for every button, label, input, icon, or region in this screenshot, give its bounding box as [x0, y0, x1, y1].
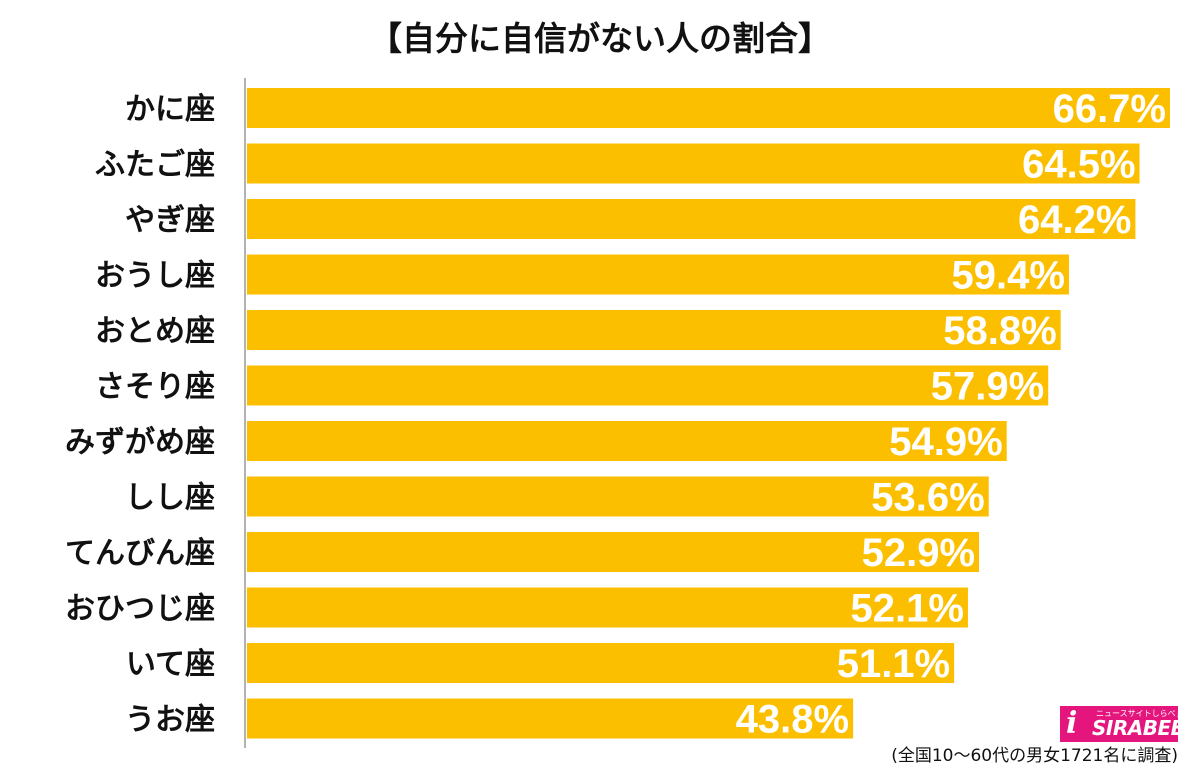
category-label-1: かに座	[125, 92, 215, 127]
logo-i-mark: i	[1066, 706, 1078, 741]
category-label-10: おひつじ座	[65, 592, 215, 627]
value-label-5: 58.8%	[943, 309, 1056, 353]
bar-10	[247, 587, 968, 628]
category-label-8: しし座	[125, 481, 215, 516]
category-label-5: おとめ座	[95, 314, 215, 349]
bar-8	[247, 476, 989, 517]
category-label-6: さそり座	[95, 370, 215, 405]
value-label-1: 66.7%	[1053, 87, 1166, 131]
value-label-4: 59.4%	[952, 254, 1065, 298]
bar-2	[247, 143, 1140, 184]
logo-wordmark: SIRABEE	[1092, 716, 1178, 740]
category-label-11: いて座	[126, 647, 215, 682]
bar-6	[247, 365, 1049, 406]
logo-subtitle: ニュースサイトしらべぇ	[1096, 709, 1178, 718]
bar-11	[247, 643, 955, 683]
value-label-6: 57.9%	[931, 365, 1044, 409]
survey-footnote: (全国10～60代の男女1721名に調査)	[891, 746, 1178, 766]
value-label-10: 52.1%	[851, 587, 964, 631]
value-label-7: 54.9%	[889, 420, 1002, 464]
bar-1	[247, 88, 1170, 128]
category-label-3: やぎ座	[125, 203, 215, 238]
category-label-7: みずがめ座	[65, 425, 215, 460]
value-label-12: 43.8%	[736, 698, 849, 742]
value-label-9: 52.9%	[862, 531, 975, 575]
category-label-12: うお座	[125, 703, 215, 738]
value-label-11: 51.1%	[837, 642, 950, 686]
bar-9	[247, 532, 980, 572]
sirabee-logo: i ニュースサイトしらべぇ SIRABEE	[1060, 706, 1178, 742]
value-label-8: 53.6%	[871, 476, 984, 520]
category-label-4: おうし座	[95, 259, 215, 294]
value-label-3: 64.2%	[1018, 198, 1131, 242]
category-label-9: てんびん座	[65, 536, 215, 571]
bar-12	[247, 698, 854, 739]
bars-group: かに座 66.7% ふたご座 64.5% やぎ座 64.2% おうし座 59.4% おとめ座 58…	[65, 87, 1170, 742]
category-label-2: ふたご座	[95, 148, 215, 183]
bar-4	[247, 254, 1069, 295]
bar-3	[247, 199, 1136, 239]
chart-title: 【自分に自信がない人の割合】	[369, 19, 831, 58]
bar-5	[247, 310, 1061, 350]
value-label-2: 64.5%	[1022, 143, 1135, 187]
bar-7	[247, 421, 1007, 461]
